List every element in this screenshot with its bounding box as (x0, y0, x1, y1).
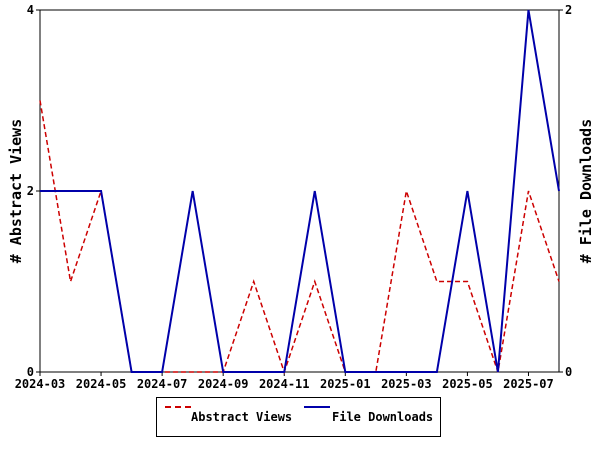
x-tick-label: 2025-03 (381, 377, 432, 391)
y-axis-title: # Abstract Views (7, 119, 25, 264)
legend-swatch-file-downloads (304, 406, 330, 408)
series-line-file-downloads (40, 9, 560, 373)
x-tick-label: 2025-05 (442, 377, 493, 391)
y-tick-label: 2 (27, 184, 34, 198)
legend-swatch-abstract-views (165, 406, 191, 408)
y-tick-label: 0 (27, 365, 34, 379)
x-tick-label: 2024-11 (259, 377, 310, 391)
legend-label-file-downloads: File Downloads (332, 410, 434, 424)
x-tick-label: 2024-05 (76, 377, 127, 391)
x-tick-label: 2024-07 (137, 377, 188, 391)
x-tick-label: 2024-09 (198, 377, 249, 391)
legend: Abstract Views File Downloads (156, 397, 441, 437)
plot-area (39, 9, 560, 373)
y2-axis-title: # File Downloads (577, 119, 595, 264)
x-tick-label: 2024-03 (15, 377, 66, 391)
x-tick-label: 2025-07 (503, 377, 554, 391)
y2-tick-label: 2 (565, 3, 572, 17)
y-tick-label: 4 (27, 3, 34, 17)
y2-tick-label: 0 (565, 365, 572, 379)
legend-label-abstract-views: Abstract Views (191, 410, 293, 424)
x-tick-label: 2025-01 (320, 377, 371, 391)
